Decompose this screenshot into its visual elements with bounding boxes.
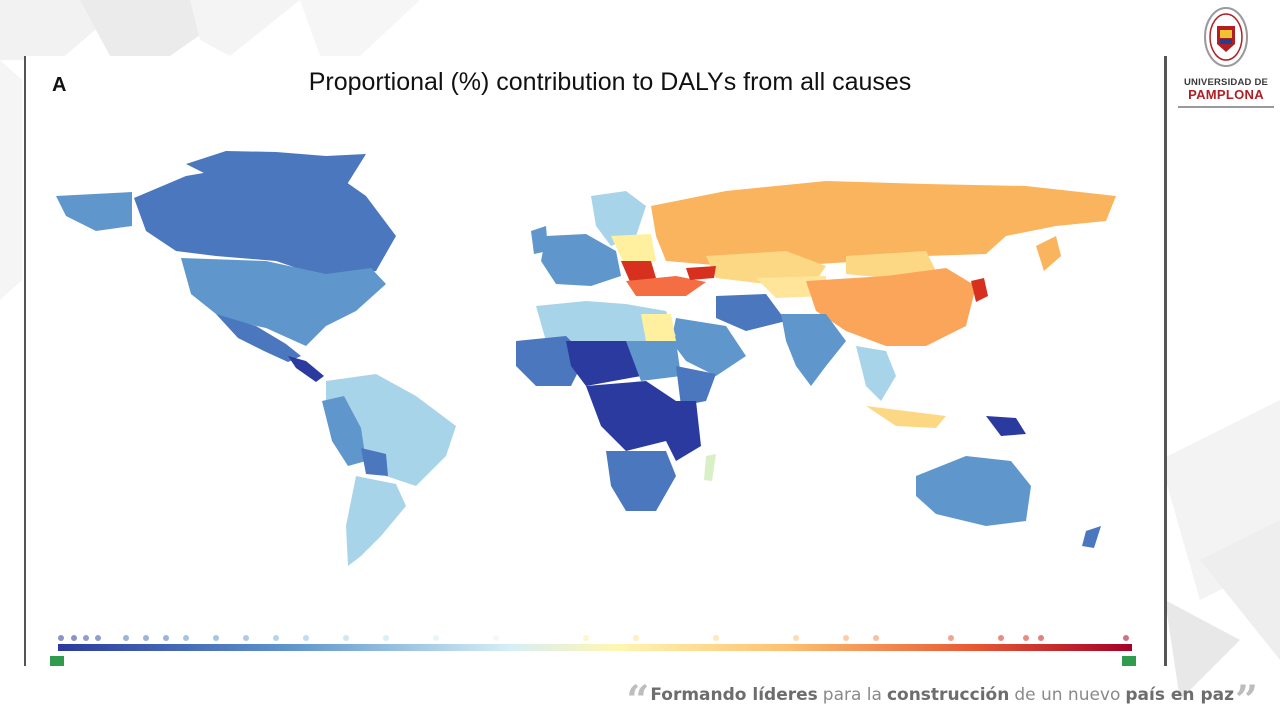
map-region-south-america-south [346, 476, 406, 566]
scale-end-right-marker [1122, 656, 1136, 666]
map-region-central-africa [586, 381, 676, 451]
slogan-part1: Formando líderes [650, 685, 818, 705]
slogan-part2: para la [822, 685, 882, 705]
logo-text-line2: PAMPLONA [1188, 87, 1264, 102]
map-region-sudan [626, 341, 681, 381]
world-map [50, 151, 1136, 666]
map-region-arabia [671, 318, 746, 376]
map-region-egypt [641, 314, 676, 341]
map-region-scandinavia [591, 191, 646, 246]
map-region-usa [181, 258, 386, 346]
map-region-russia [651, 181, 1116, 266]
logo-text-line1: UNIVERSIDAD DE [1183, 77, 1269, 88]
map-region-east-africa [666, 401, 701, 461]
map-region-sahel [566, 341, 641, 386]
map-region-alaska [56, 192, 132, 231]
map-region-southeast-asia [856, 346, 896, 401]
map-region-balkans [621, 261, 656, 284]
university-logo: UNIVERSIDAD DE PAMPLONA [1176, 6, 1276, 110]
map-region-new-guinea [986, 416, 1026, 436]
map-region-north-africa [536, 301, 676, 346]
map-region-south-america-north [326, 374, 456, 486]
map-region-iran [716, 294, 786, 331]
map-region-kazakhstan [706, 251, 826, 284]
slogan-part4: de un nuevo [1014, 685, 1121, 705]
map-region-indonesia [866, 406, 946, 428]
map-region-western-europe [541, 234, 621, 286]
slogan-part5: país en paz [1125, 685, 1234, 705]
map-region-india [781, 314, 846, 386]
map-region-turkey [626, 276, 706, 296]
map-region-australia [916, 456, 1031, 526]
quote-close-icon: ” [1234, 677, 1258, 724]
map-region-central-america [288, 356, 324, 382]
panel-letter: A [52, 74, 67, 96]
map-region-madagascar [704, 454, 716, 481]
map-region-new-zealand [1082, 526, 1101, 548]
logo-divider [1178, 106, 1274, 108]
map-region-korea [971, 278, 988, 302]
map-title: Proportional (%) contribution to DALYs f… [308, 68, 912, 96]
map-region-mexico [216, 314, 301, 362]
map-region-caucasus [686, 266, 716, 280]
map-region-canada [134, 164, 396, 278]
scale-end-left-marker [50, 656, 64, 666]
map-region-eastern-europe [611, 234, 656, 268]
map-region-uk [531, 226, 548, 254]
map-region-china [806, 268, 976, 346]
map-region-japan [1036, 236, 1061, 271]
colour-scale-bar [58, 644, 1132, 651]
slogan-part3: construcción [886, 685, 1010, 705]
map-region-andes [322, 396, 366, 466]
university-seal-icon [1204, 7, 1248, 67]
map-region-horn-africa [676, 366, 716, 406]
scale-distribution-dots [58, 635, 1129, 641]
map-region-bolivia [361, 448, 388, 476]
dalys-map-figure: A Proportional (%) contribution to DALYs… [24, 56, 1167, 666]
map-region-southern-africa [606, 451, 676, 511]
quote-open-icon: “ [626, 677, 650, 724]
map-region-arctic-islands [186, 151, 366, 186]
footer-slogan: “ Formando líderes para la construcción … [626, 677, 1258, 724]
map-region-mongolia [846, 251, 936, 278]
